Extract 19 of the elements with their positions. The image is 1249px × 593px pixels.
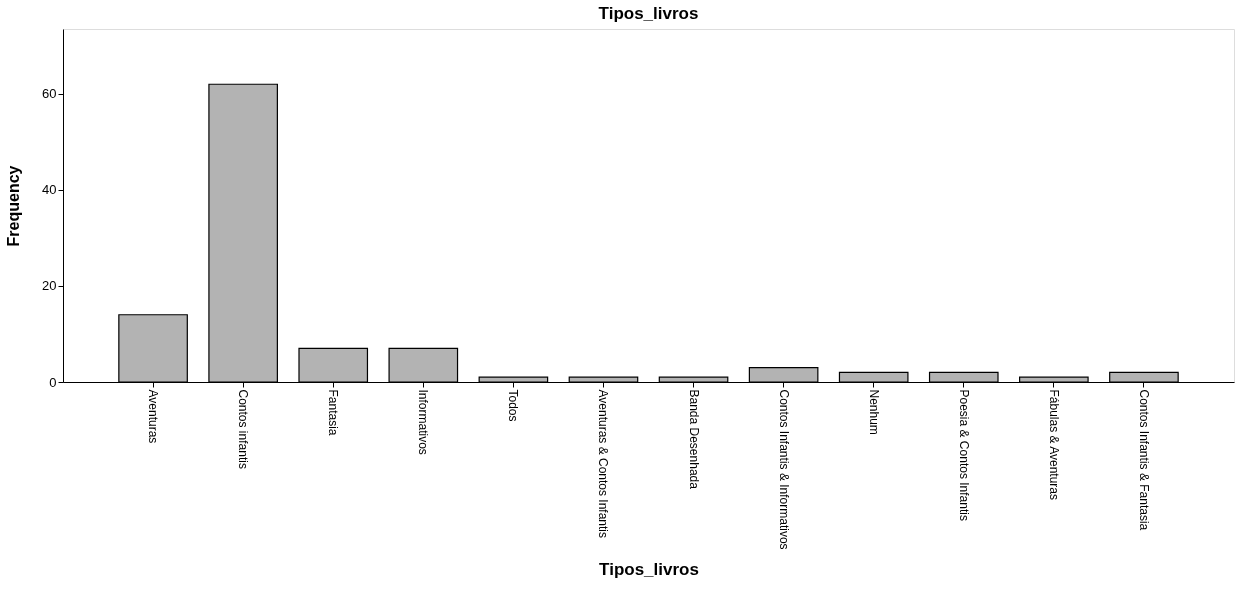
x-tick-label: Poesia & Contos Infantis [956, 389, 971, 521]
x-tick-label: Contos infantis [236, 389, 251, 469]
x-tick-label: Fábulas & Aventuras [1046, 389, 1061, 501]
x-tick-label: Banda Desenhada [686, 389, 701, 490]
x-tick-label: Aventuras [146, 389, 161, 444]
y-tick-label: 20 [42, 278, 57, 294]
y-tick-label: 0 [49, 374, 57, 390]
x-tick-label: Fantasia [326, 389, 341, 436]
x-tick-label: Contos Infantis & Informativos [776, 389, 791, 550]
x-tick-label: Nenhum [866, 389, 881, 435]
x-tick-label: Todos [506, 389, 521, 422]
x-tick-label: Informativos [416, 389, 431, 455]
chart-title: Tipos_livros [598, 4, 699, 23]
y-axis-title: Frequency [5, 165, 23, 247]
y-tick-label: 60 [42, 86, 57, 102]
x-axis-title: Tipos_livros [599, 559, 699, 579]
x-tick-label: Aventuras & Contos Infantis [596, 389, 611, 539]
x-tick-label: Contos Infantis & Fantasia [1136, 389, 1151, 531]
y-tick-label: 40 [42, 182, 57, 198]
